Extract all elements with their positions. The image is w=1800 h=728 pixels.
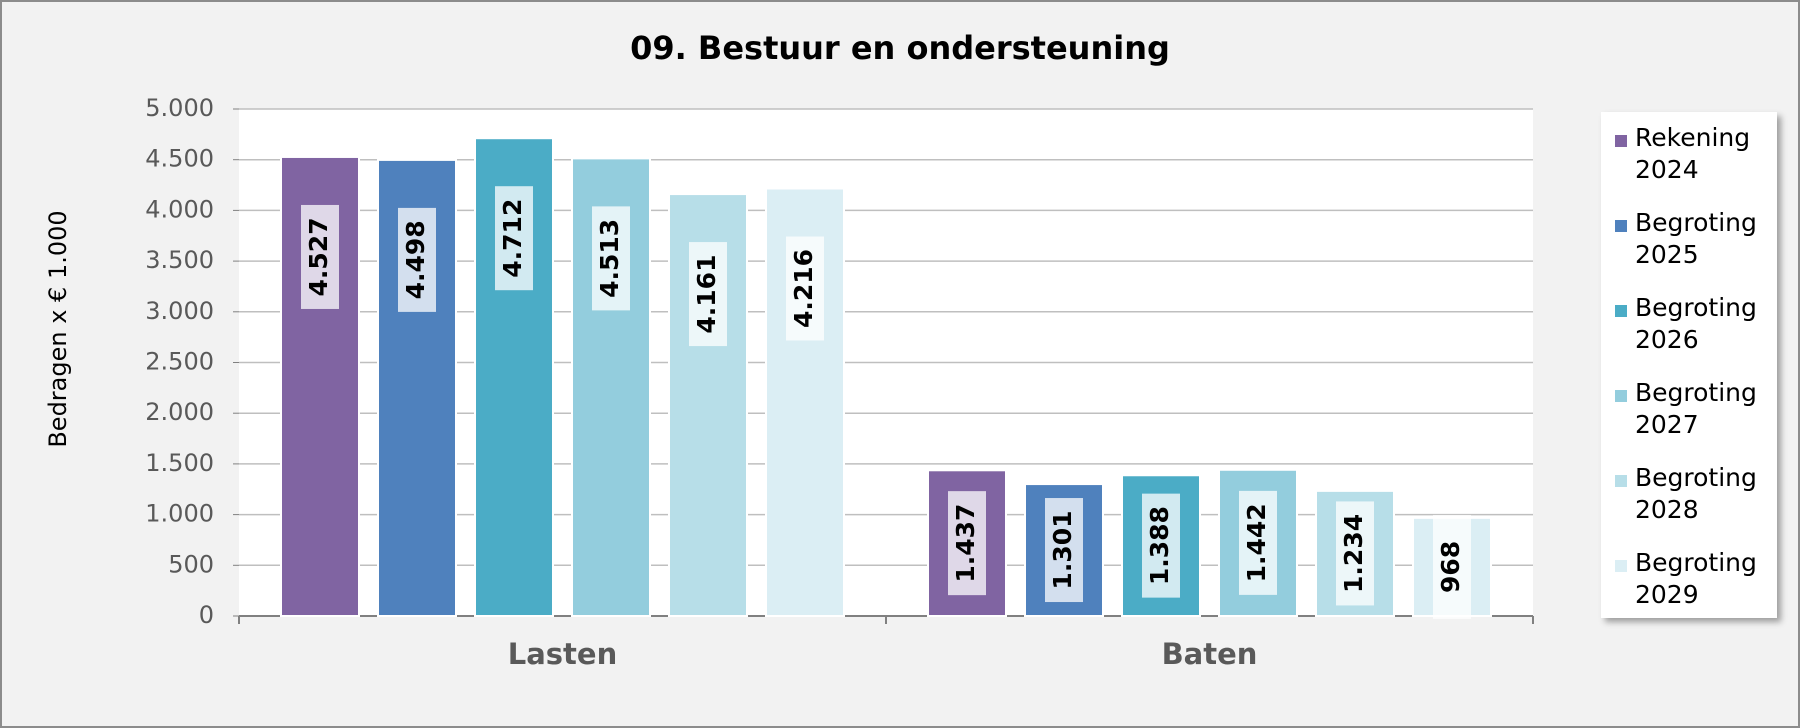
- value-label-box: [1239, 490, 1277, 595]
- y-axis-label: Bedragen x € 1.000: [44, 210, 72, 447]
- x-tick-label: Baten: [1162, 637, 1258, 671]
- value-label: 4.712: [498, 199, 527, 278]
- legend-swatch: [1615, 560, 1627, 572]
- legend-item: Begroting 2025: [1615, 207, 1771, 292]
- y-tick-label: 3.500: [145, 246, 214, 274]
- value-label: 4.161: [692, 255, 721, 334]
- value-label-box: [786, 236, 824, 341]
- legend-swatch: [1615, 475, 1627, 487]
- value-label: 4.513: [595, 219, 624, 298]
- legend-label: Begroting 2025: [1635, 208, 1757, 269]
- legend-item: Begroting 2026: [1615, 292, 1771, 377]
- value-label: 1.388: [1145, 506, 1174, 585]
- y-tick-label: 3.000: [145, 297, 214, 325]
- legend-swatch: [1615, 305, 1627, 317]
- value-label-box: [301, 204, 339, 309]
- value-label: 1.437: [951, 504, 980, 583]
- value-label: 1.234: [1339, 514, 1368, 593]
- value-label: 4.527: [304, 217, 333, 296]
- legend-label: Rekening 2024: [1635, 123, 1751, 184]
- legend-label: Begroting 2027: [1635, 378, 1757, 439]
- value-label: 1.442: [1242, 503, 1271, 582]
- legend-label: Begroting 2029: [1635, 548, 1757, 609]
- value-label-box: [1142, 493, 1180, 598]
- y-tick-label: 4.500: [145, 145, 214, 173]
- legend-swatch: [1615, 135, 1627, 147]
- legend-item: Rekening 2024: [1615, 122, 1771, 207]
- legend-swatch: [1615, 220, 1627, 232]
- legend-item: Begroting 2027: [1615, 377, 1771, 462]
- value-label-box: [592, 206, 630, 311]
- y-tick-label: 1.500: [145, 449, 214, 477]
- value-label-box: [1336, 501, 1374, 606]
- value-label: 1.301: [1048, 511, 1077, 590]
- legend-swatch: [1615, 390, 1627, 402]
- value-label: 968: [1436, 541, 1465, 593]
- value-label-box: [1045, 498, 1083, 603]
- value-label-box: [495, 186, 533, 291]
- value-label-box: [1433, 514, 1471, 619]
- y-tick-label: 5.000: [145, 94, 214, 122]
- value-label-box: [398, 207, 436, 312]
- y-tick-label: 2.500: [145, 348, 214, 376]
- y-tick-label: 4.000: [145, 195, 214, 223]
- legend-label: Begroting 2028: [1635, 463, 1757, 524]
- legend-label: Begroting 2026: [1635, 293, 1757, 354]
- y-tick-label: 2.000: [145, 398, 214, 426]
- value-label: 4.216: [789, 249, 818, 328]
- y-tick-label: 1.000: [145, 500, 214, 528]
- legend-item: Begroting 2028: [1615, 462, 1771, 547]
- value-label: 4.498: [401, 220, 430, 299]
- value-label-box: [948, 491, 986, 596]
- legend: Rekening 2024 Begroting 2025 Begroting 202…: [1601, 112, 1777, 618]
- chart-title: 09. Bestuur en ondersteuning: [630, 29, 1170, 67]
- y-tick-label: 0: [199, 601, 214, 629]
- value-label-box: [689, 242, 727, 347]
- x-tick-label: Lasten: [508, 637, 618, 671]
- legend-item: Begroting 2029: [1615, 547, 1771, 632]
- y-tick-label: 500: [168, 550, 214, 578]
